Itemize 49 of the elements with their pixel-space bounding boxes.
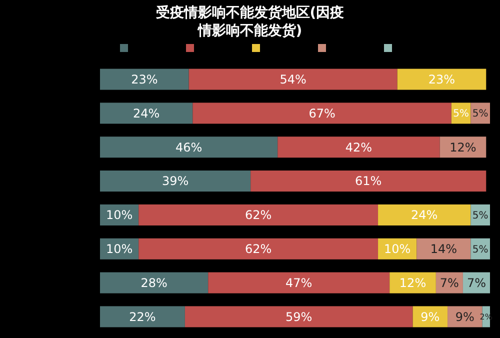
data-label: 10% — [106, 242, 133, 256]
bar — [250, 170, 486, 192]
data-label: 5% — [472, 108, 488, 120]
bar — [100, 170, 251, 192]
chart-title: 受疫情影响不能发货地区(因疫情影响不能发货) — [154, 4, 344, 39]
data-label: 9% — [420, 310, 440, 324]
data-label: 14% — [430, 242, 457, 256]
data-label: 5% — [453, 108, 469, 120]
data-label: 5% — [472, 244, 488, 256]
data-label: 7% — [466, 276, 486, 290]
bar — [100, 306, 185, 328]
data-label: 10% — [106, 208, 133, 222]
bar — [100, 68, 189, 90]
data-label: 12% — [450, 140, 476, 154]
data-label: 5% — [472, 210, 488, 222]
data-label: 67% — [308, 106, 336, 120]
data-label: 42% — [345, 140, 372, 154]
bar — [208, 272, 390, 294]
bar — [138, 238, 378, 260]
data-label: 62% — [244, 242, 272, 256]
data-label: 39% — [162, 174, 189, 188]
data-label: 9% — [455, 310, 474, 324]
bar — [416, 238, 471, 260]
data-label: 7% — [440, 276, 459, 290]
data-label: 59% — [286, 310, 312, 324]
bar — [378, 204, 471, 226]
data-label: 24% — [411, 208, 438, 222]
data-label: 28% — [140, 276, 168, 290]
bar — [278, 136, 440, 158]
bar — [100, 272, 208, 294]
data-label: 54% — [280, 72, 306, 86]
data-label: 23% — [131, 72, 158, 86]
bar — [192, 102, 452, 124]
bar — [397, 68, 486, 90]
data-label: 22% — [129, 310, 156, 324]
data-label: 47% — [286, 276, 312, 290]
bar — [100, 102, 193, 124]
bar — [184, 306, 413, 328]
data-label: 46% — [175, 140, 202, 154]
bar — [188, 68, 398, 90]
data-label: 61% — [355, 174, 382, 188]
bar — [390, 272, 436, 294]
data-label: 12% — [399, 276, 426, 290]
data-label: 24% — [133, 106, 160, 120]
data-label: 23% — [428, 72, 456, 86]
bar — [100, 136, 278, 158]
data-label: 10% — [384, 242, 411, 256]
bar — [138, 204, 378, 226]
data-label: 62% — [244, 208, 272, 222]
